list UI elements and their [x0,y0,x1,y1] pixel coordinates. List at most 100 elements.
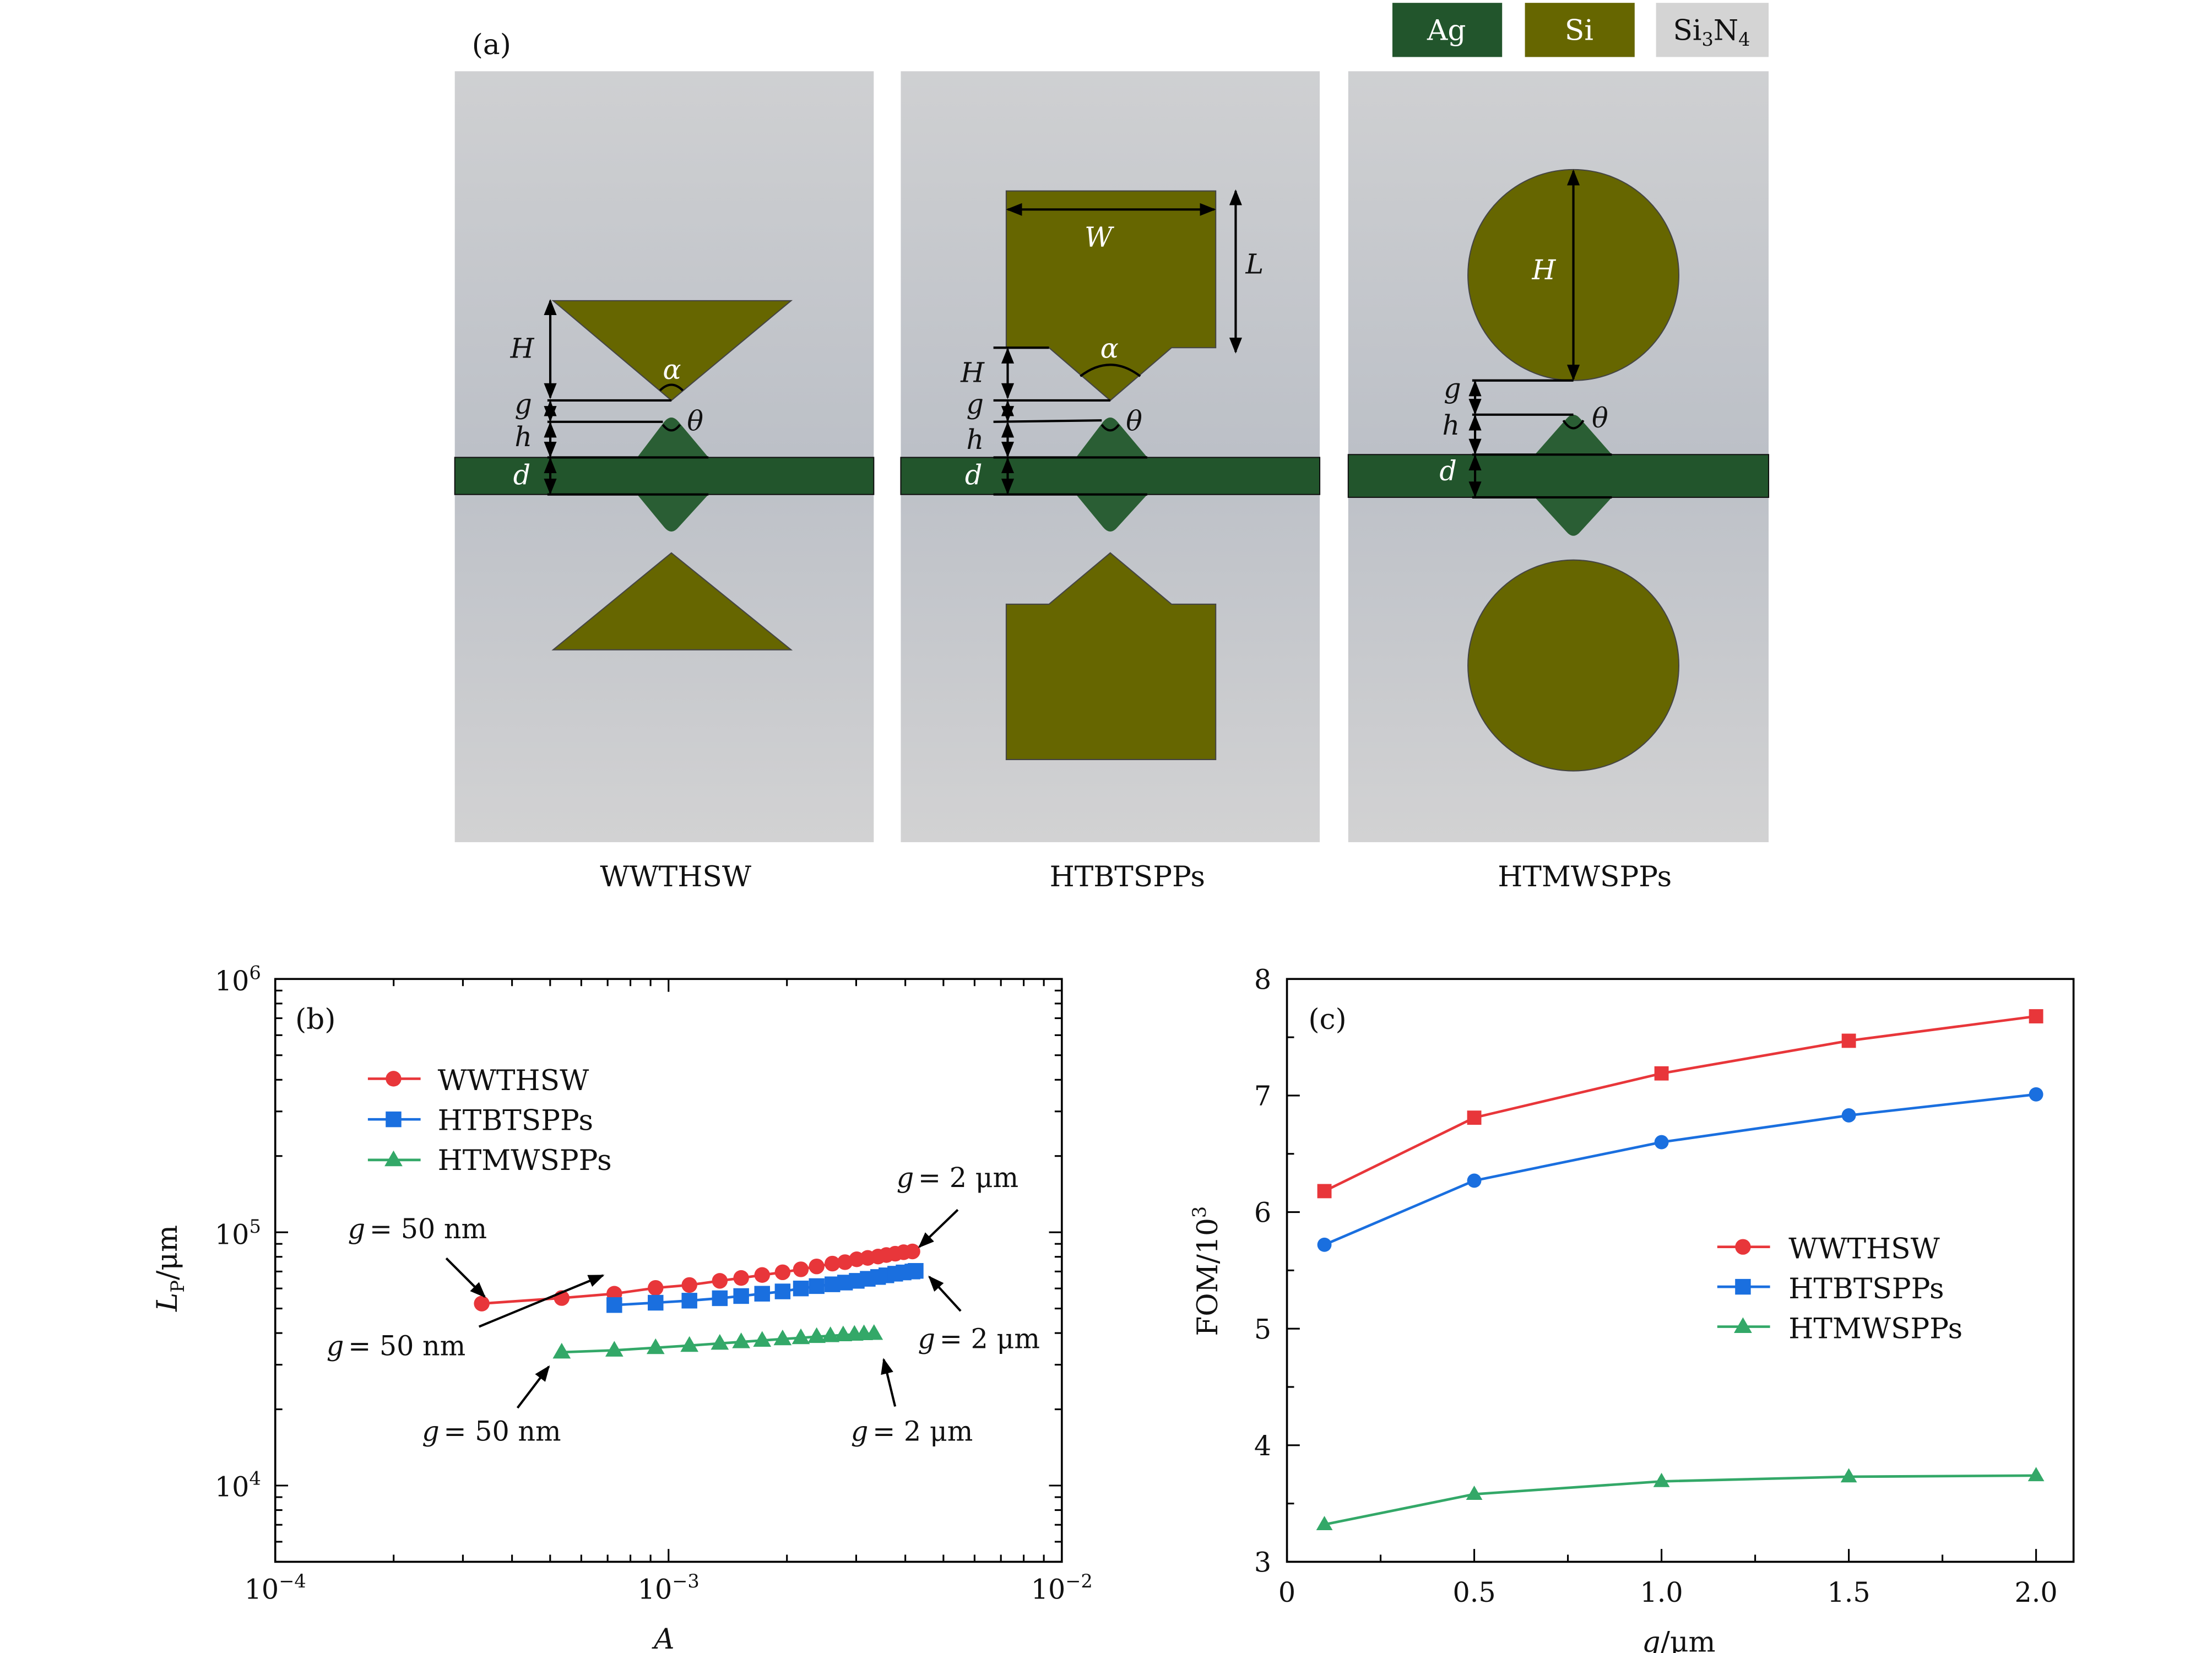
legend-marker [1734,1317,1752,1333]
dim-label-h: h [966,424,984,456]
data-point [1841,1033,1856,1048]
caption-wwthsw: WWTHSW [600,860,751,893]
x-tick-label: 0.5 [1452,1576,1495,1608]
plot-frame [1286,978,2075,1563]
legend-swatch-ag [1392,3,1503,57]
plot-frame [274,978,1063,1563]
data-point [791,1328,810,1345]
data-point [753,1331,772,1347]
legend-swatch-si [1525,3,1635,57]
legend-c [1717,1239,1770,1333]
data-point [474,1296,490,1311]
x-tick-label: 1.5 [1828,1576,1871,1608]
annotation-text: g = 50 nm [327,1330,465,1362]
data-point [2029,1009,2043,1023]
data-point [793,1280,809,1297]
data-point [774,1283,791,1299]
legend-b [367,1071,421,1167]
data-point [681,1293,697,1309]
data-point [680,1336,699,1352]
data-point [865,1324,883,1340]
legend-label-si3n4: Si3N4 [1673,14,1750,50]
structure-htmwspps: H g h d θ HTMWSPPs [1347,71,1770,893]
si-upper-triangle [551,300,793,402]
series-wwthsw [1317,1009,2043,1199]
x-axis-label: A [652,1623,674,1653]
annotation-arrow [478,1274,605,1328]
x-tick-label: 0 [1278,1576,1295,1608]
data-point [1841,1108,1856,1123]
dim-label-H: H [510,332,535,364]
dim-label-d: d [513,459,530,491]
y-tick-label: 5 [1254,1313,1271,1345]
data-point [837,1254,853,1270]
data-point [648,1294,664,1311]
y-tick-label: 8 [1254,963,1271,995]
data-point [807,1327,826,1343]
data-point [809,1258,825,1275]
data-point [646,1338,665,1354]
ag-film [1347,454,1770,498]
data-point [605,1341,624,1357]
y-tick-label: 105 [215,1216,261,1251]
dim-label-theta: θ [1126,405,1142,437]
dim-label-g: g [1444,372,1461,404]
dim-label-g: g [514,388,532,420]
annotation-arrow [928,1275,962,1312]
data-point [681,1277,697,1293]
data-point [712,1290,728,1307]
dim-label-g: g [966,388,983,420]
annotation-arrow [918,1208,959,1248]
data-point [1467,1110,1482,1125]
data-point [1466,1486,1483,1500]
y-axis-label: LP/μm [151,1225,188,1312]
dim-label-h: h [1443,409,1460,441]
legend-label-ag: Ag [1427,14,1466,47]
data-point [1654,1135,1669,1150]
x-tick-label: 1.0 [1640,1576,1683,1608]
data-point [1317,1237,1332,1252]
series-htmwspps [552,1324,883,1359]
annotation-arrow [445,1257,486,1298]
data-point [825,1255,841,1272]
ag-film [454,457,875,495]
legend-label: HTMWSPPs [438,1144,612,1177]
data-point [1654,1066,1669,1081]
data-point [754,1267,770,1283]
series-line [1324,1474,2036,1526]
data-point [754,1286,770,1302]
structure-wwthsw: H g h d α θ WWTHSW [454,71,875,893]
y-tick-label: 3 [1254,1547,1271,1579]
data-point [1653,1472,1670,1487]
chart-b: (b) 10−4 10−3 10−2 104 105 106 A LP/μm W… [151,962,1093,1653]
series-htmwspps [1316,1467,2045,1531]
series-line [1324,1093,2036,1246]
legend-label: HTBTSPPs [1788,1272,1944,1305]
data-point [733,1270,749,1286]
x-tick-label: 10−3 [638,1570,700,1606]
data-point [908,1263,924,1279]
panel-a: (a) Ag Si Si3N4 H [454,3,1770,893]
panel-a-label: (a) [472,28,511,61]
data-point [793,1261,809,1277]
data-point [711,1334,729,1350]
data-point [733,1288,749,1304]
si-lower-triangle [551,552,793,651]
data-point [2027,1467,2045,1482]
legend-label-si: Si [1565,14,1593,47]
data-point [2029,1087,2043,1102]
legend-label: WWTHSW [1788,1232,1940,1265]
data-point [774,1264,791,1281]
data-point [773,1329,792,1346]
annotation-text: g = 50 nm [348,1213,487,1245]
legend-marker [386,1071,402,1087]
y-tick-label: 4 [1254,1430,1271,1462]
dim-label-h: h [514,421,532,453]
annotations: g = 50 nm g = 50 nm g = 50 nm g = 2 μm g = 2 … [327,1162,1040,1447]
y-tick-label: 104 [215,1468,261,1503]
data-point [1317,1184,1332,1199]
annotation-text: g = 2 μm [897,1162,1018,1194]
caption-htmwspps: HTMWSPPs [1498,860,1672,893]
material-legend: Ag Si Si3N4 [1392,3,1769,57]
